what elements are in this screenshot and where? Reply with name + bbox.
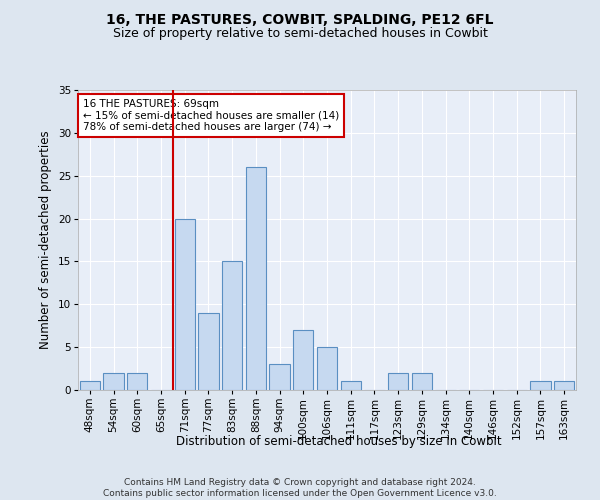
Text: 16 THE PASTURES: 69sqm
← 15% of semi-detached houses are smaller (14)
78% of sem: 16 THE PASTURES: 69sqm ← 15% of semi-det… [83,99,339,132]
Bar [175,218,195,390]
Bar [103,373,124,390]
Bar [388,373,408,390]
Bar [199,313,218,390]
Bar [554,382,574,390]
Bar [530,382,551,390]
Y-axis label: Number of semi-detached properties: Number of semi-detached properties [39,130,52,350]
Bar [317,347,337,390]
Bar [412,373,432,390]
Bar [341,382,361,390]
Bar [269,364,290,390]
Text: Distribution of semi-detached houses by size in Cowbit: Distribution of semi-detached houses by … [176,435,502,448]
Bar [246,167,266,390]
Bar [127,373,148,390]
Bar [80,382,100,390]
Bar [293,330,313,390]
Text: Size of property relative to semi-detached houses in Cowbit: Size of property relative to semi-detach… [113,28,487,40]
Bar [222,262,242,390]
Text: Contains HM Land Registry data © Crown copyright and database right 2024.
Contai: Contains HM Land Registry data © Crown c… [103,478,497,498]
Text: 16, THE PASTURES, COWBIT, SPALDING, PE12 6FL: 16, THE PASTURES, COWBIT, SPALDING, PE12… [106,12,494,26]
